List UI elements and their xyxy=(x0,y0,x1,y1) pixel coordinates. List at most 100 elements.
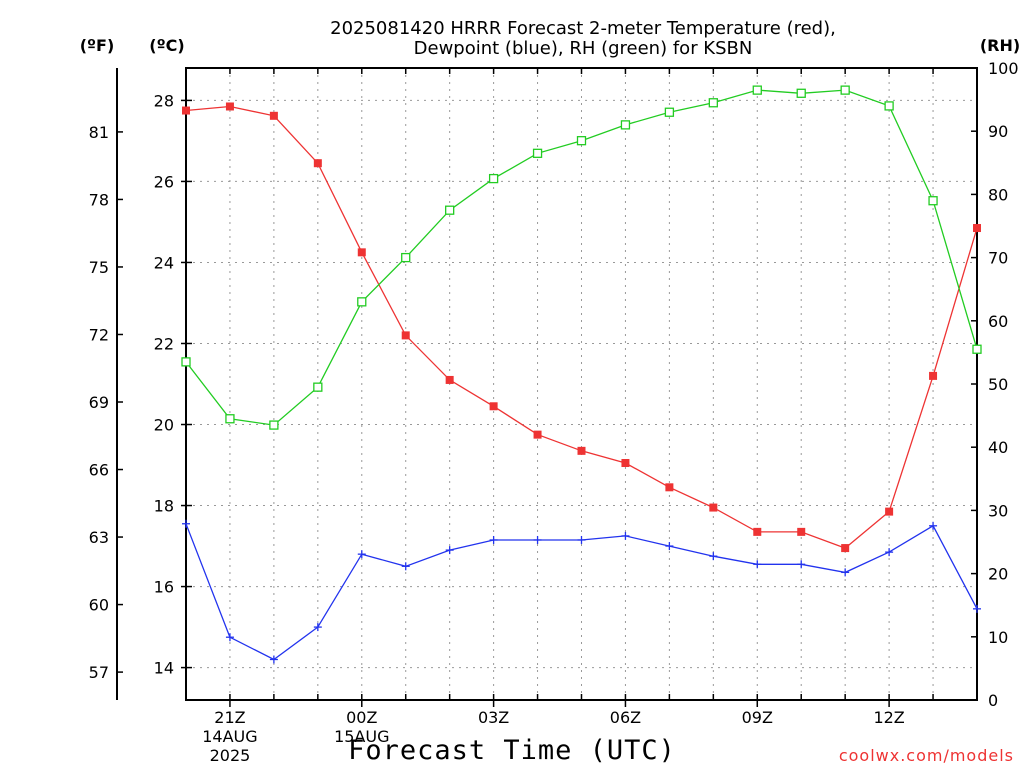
dewpoint-point xyxy=(665,542,674,551)
rh-unit-label: (RH) xyxy=(980,36,1020,55)
rh-point xyxy=(972,344,982,354)
rh-point xyxy=(269,420,279,430)
chart-title-line-1: 2025081420 HRRR Forecast 2-meter Tempera… xyxy=(330,18,836,39)
temperature-point xyxy=(313,159,322,168)
c-tick-label: 24 xyxy=(154,253,174,272)
dewpoint-point xyxy=(621,531,630,540)
f-tick-label: 69 xyxy=(89,393,109,412)
f-tick-label: 57 xyxy=(89,663,109,682)
x-tick-label: 21Z xyxy=(214,708,245,727)
dewpoint-point xyxy=(753,560,762,569)
rh-point xyxy=(313,382,323,392)
celsius-unit-label: (ºC) xyxy=(149,36,184,55)
x-tick-label: 00Z xyxy=(346,708,377,727)
x-year-label: 2025 xyxy=(210,746,251,765)
rh-point xyxy=(401,252,411,263)
f-tick-label: 72 xyxy=(89,325,109,344)
dewpoint-point xyxy=(182,519,190,528)
c-tick-label: 18 xyxy=(154,497,174,516)
x-tick-label: 09Z xyxy=(742,708,773,727)
f-tick-label: 81 xyxy=(89,123,109,142)
rh-point xyxy=(181,357,191,367)
x-tick-label: 03Z xyxy=(478,708,509,727)
temperature-point xyxy=(665,483,674,492)
gridlines xyxy=(186,68,977,700)
rh-point xyxy=(620,120,631,130)
rh-tick-label: 80 xyxy=(988,185,1008,204)
rh-point xyxy=(752,85,762,95)
axes: 14 16 18 20 22 24 26 28 57 60 63 66 69 72 75 78 81 0 10 20 3… xyxy=(89,59,1019,765)
x-tick-label: 06Z xyxy=(610,708,641,727)
fahrenheit-unit-label: (ºF) xyxy=(80,36,115,55)
rh-point xyxy=(840,85,850,95)
dewpoint-point xyxy=(973,604,981,613)
dewpoint-point xyxy=(225,633,234,642)
dewpoint-point xyxy=(533,535,542,544)
temperature-point xyxy=(182,106,190,115)
dewpoint-point xyxy=(885,548,894,557)
chart-title-line-2: Dewpoint (blue), RH (green) for KSBN xyxy=(414,38,753,59)
x-date-label: 15AUG xyxy=(334,727,389,746)
x-date-label: 14AUG xyxy=(202,727,257,746)
temperature-point xyxy=(577,446,586,455)
temperature-point xyxy=(401,331,410,340)
c-tick-label: 16 xyxy=(154,578,174,597)
dewpoint-point xyxy=(797,560,806,569)
dewpoint-point xyxy=(401,562,410,571)
temperature-point xyxy=(753,527,762,536)
c-tick-label: 26 xyxy=(154,172,174,191)
rh-tick-label: 10 xyxy=(988,628,1008,647)
dewpoint-point xyxy=(577,535,586,544)
temperature-point xyxy=(489,402,498,411)
dewpoint-point xyxy=(313,623,322,632)
temperature-point xyxy=(929,371,938,380)
rh-tick-label: 90 xyxy=(988,122,1008,141)
rh-tick-label: 0 xyxy=(988,691,998,710)
c-tick-label: 20 xyxy=(154,416,174,435)
dewpoint-point xyxy=(269,655,278,664)
rh-point xyxy=(225,414,235,424)
f-tick-label: 75 xyxy=(89,258,109,277)
rh-point xyxy=(664,107,675,117)
temperature-point xyxy=(269,111,278,120)
temperature-point xyxy=(621,459,630,467)
f-tick-label: 63 xyxy=(89,528,109,547)
dewpoint-point xyxy=(929,521,938,530)
rh-point xyxy=(928,196,938,206)
dewpoint-point xyxy=(357,550,366,559)
rh-point xyxy=(445,205,455,215)
rh-point xyxy=(357,297,367,307)
rh-tick-label: 50 xyxy=(988,375,1008,394)
dewpoint-point xyxy=(841,568,850,577)
rh-point xyxy=(884,101,894,111)
rh-tick-label: 100 xyxy=(988,59,1019,78)
rh-tick-label: 60 xyxy=(988,312,1008,331)
temperature-point xyxy=(797,527,806,536)
rh-point xyxy=(488,173,499,184)
temperature-point xyxy=(225,102,234,111)
rh-point xyxy=(796,88,806,98)
x-axis-label: Forecast Time (UTC) xyxy=(348,735,676,766)
credit-text: coolwx.com/models xyxy=(839,746,1014,765)
f-tick-label: 78 xyxy=(89,190,109,209)
temperature-point xyxy=(445,375,454,384)
data-series xyxy=(181,85,982,664)
temperature-point xyxy=(709,503,718,512)
rh-tick-label: 20 xyxy=(988,565,1008,584)
temperature-point xyxy=(885,507,894,516)
temperature-point xyxy=(533,430,542,439)
dewpoint-point xyxy=(445,546,454,555)
rh-point xyxy=(576,136,587,146)
dewpoint-point xyxy=(489,535,498,544)
rh-tick-label: 30 xyxy=(988,501,1008,520)
rh-tick-label: 70 xyxy=(988,249,1008,268)
f-tick-label: 66 xyxy=(89,461,109,480)
f-tick-label: 60 xyxy=(89,596,109,615)
x-tick-label: 12Z xyxy=(873,708,904,727)
temperature-point xyxy=(357,248,366,257)
rh-tick-label: 40 xyxy=(988,438,1008,457)
rh-point xyxy=(708,98,718,108)
c-tick-label: 22 xyxy=(154,334,174,353)
temperature-point xyxy=(973,224,981,233)
